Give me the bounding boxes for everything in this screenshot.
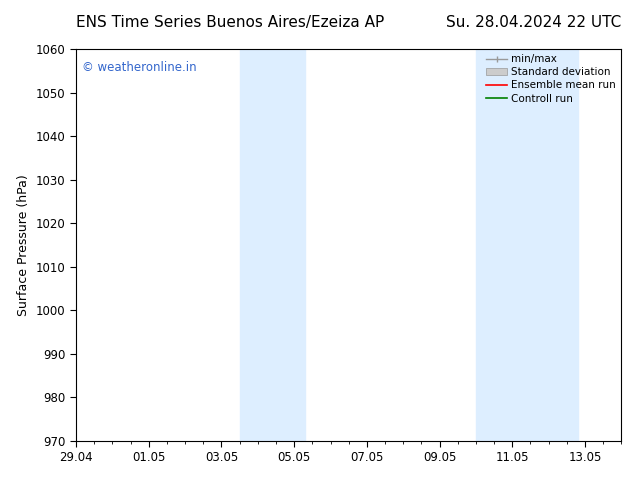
Bar — [476, 49, 512, 441]
Bar — [512, 49, 578, 441]
Text: ENS Time Series Buenos Aires/Ezeiza AP: ENS Time Series Buenos Aires/Ezeiza AP — [76, 15, 384, 29]
Y-axis label: Surface Pressure (hPa): Surface Pressure (hPa) — [17, 174, 30, 316]
Legend: min/max, Standard deviation, Ensemble mean run, Controll run: min/max, Standard deviation, Ensemble me… — [486, 54, 616, 103]
Text: Su. 28.04.2024 22 UTC: Su. 28.04.2024 22 UTC — [446, 15, 621, 29]
Text: © weatheronline.in: © weatheronline.in — [82, 61, 196, 74]
Bar — [240, 49, 305, 441]
